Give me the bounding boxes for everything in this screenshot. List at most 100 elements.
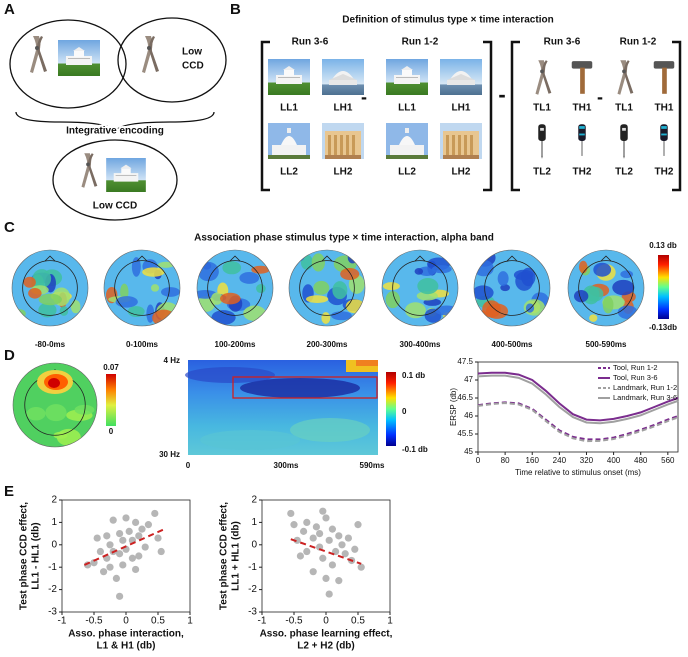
plot-frame <box>477 361 679 453</box>
low-ccd-label: Low <box>182 47 202 58</box>
y-tick-label: 46.5 <box>457 393 473 402</box>
topomap-blob <box>26 407 46 421</box>
topomap-blob <box>32 269 52 288</box>
topomap-blob <box>573 289 589 303</box>
topomap-blob <box>197 290 217 299</box>
scatter-point <box>338 541 346 549</box>
charts: 0 80 160 240 320 400 480 560 45 45.5 46 46.5 47 47.5 T… <box>19 357 679 652</box>
time-label: 300ms <box>274 461 299 470</box>
landmark-image <box>440 123 482 159</box>
scatter-point <box>309 568 317 576</box>
stimulus-label: TH2 <box>573 167 592 178</box>
topomap-blob <box>45 404 67 422</box>
scatter-point <box>319 554 327 562</box>
topomap-edge <box>567 249 645 327</box>
scatter-point <box>144 521 152 529</box>
panel-label: C <box>4 219 15 236</box>
y-axis-label: LL1 - HL1 (db) <box>31 522 42 589</box>
scatter-point <box>128 554 136 562</box>
tool-image <box>617 60 634 95</box>
scatter-point <box>328 561 336 569</box>
scatter-point <box>325 536 333 544</box>
topomap-blob <box>239 272 260 284</box>
scatter-point <box>309 534 317 542</box>
tool-image <box>653 61 675 94</box>
scatter-point <box>357 563 365 571</box>
scatter-point <box>322 514 330 522</box>
scatter-point <box>303 518 311 527</box>
head-outline <box>22 260 78 316</box>
colorbar-label: 0.13 db <box>649 241 677 250</box>
panel-label: B <box>230 1 241 18</box>
landmark-image <box>386 59 428 95</box>
head-outline <box>114 260 170 316</box>
stimulus-label: LH2 <box>334 167 353 178</box>
minus-sign: - <box>597 87 603 107</box>
brace <box>15 111 215 135</box>
tool-image <box>578 124 586 156</box>
y-tick-label: 47.5 <box>457 357 473 366</box>
tool-image <box>142 36 159 73</box>
topomap-blob <box>434 305 458 316</box>
topomap-edge <box>196 249 274 327</box>
colorbar-label: 0.07 <box>103 363 119 372</box>
stimulus-label: TL2 <box>615 167 633 178</box>
topomap-blob <box>416 291 438 301</box>
x-axis-label: Asso. phase learning effect, <box>260 629 393 640</box>
ellipse <box>117 17 227 103</box>
topomap-blob <box>321 312 331 324</box>
topomap-blob <box>617 305 638 320</box>
scatter-point <box>303 547 311 556</box>
topomap-blob <box>74 404 95 415</box>
landmark-image <box>106 158 146 192</box>
landmark-image <box>440 59 482 95</box>
stimulus-images: LL1 LH1 LL2 LH2 LL1 LH1 LL2 LH2 TL1 TH1 TL2 TH2 TL1 T… <box>268 59 675 178</box>
scatter-point <box>325 590 333 598</box>
topomap-edge <box>103 249 181 327</box>
scatter-point <box>293 536 301 544</box>
panel-b-title: Definition of stimulus type × time inter… <box>342 15 553 26</box>
topomap-blob <box>59 306 69 316</box>
topomap-blob <box>127 306 145 317</box>
x-tick-label: 400 <box>607 456 621 465</box>
topomap-blob <box>513 269 534 281</box>
scatter-point <box>116 530 124 538</box>
minus-sign: - <box>361 87 367 107</box>
nose <box>229 255 241 262</box>
x-tick-label: 0 <box>123 616 129 627</box>
stimulus-label: LL2 <box>280 167 298 178</box>
nose <box>506 255 518 262</box>
scatter-point <box>103 532 111 540</box>
highlight-box <box>232 376 378 399</box>
tf-blob <box>200 430 300 450</box>
stimulus-label: LL2 <box>398 167 416 178</box>
legend-label: Landmark, Run 1-2 <box>613 383 677 392</box>
y-axis-label: Test phase CCD effect, <box>219 502 230 610</box>
topomap-blob <box>417 278 439 295</box>
scatter-point <box>316 543 324 551</box>
topomap-blob <box>150 284 160 292</box>
scatter-point <box>100 568 108 576</box>
low-ccd-label: Low CCD <box>93 201 137 212</box>
scatter-point <box>287 509 295 518</box>
topomap-edge <box>12 362 98 448</box>
topomap-blob <box>385 291 401 309</box>
x-tick-label: 320 <box>580 456 594 465</box>
topomap-edge <box>381 249 459 327</box>
y-tick-label: 2 <box>251 495 257 506</box>
scatter-point <box>125 527 133 535</box>
scatter-point <box>351 545 359 553</box>
scatter-point <box>141 543 149 551</box>
stimulus-label: LH1 <box>334 103 353 114</box>
colorbar-label: -0.1 db <box>402 445 428 454</box>
scatter-point <box>119 561 127 569</box>
topomap-blobs <box>13 269 81 319</box>
time-window-label: 200-300ms <box>307 340 348 349</box>
run-label: Run 3-6 <box>544 37 581 48</box>
stimulus-label: TH2 <box>655 167 674 178</box>
topomap-edge <box>11 249 89 327</box>
time-window-label: 100-200ms <box>215 340 256 349</box>
fit-line <box>290 538 362 565</box>
x-tick-label: 480 <box>634 456 648 465</box>
